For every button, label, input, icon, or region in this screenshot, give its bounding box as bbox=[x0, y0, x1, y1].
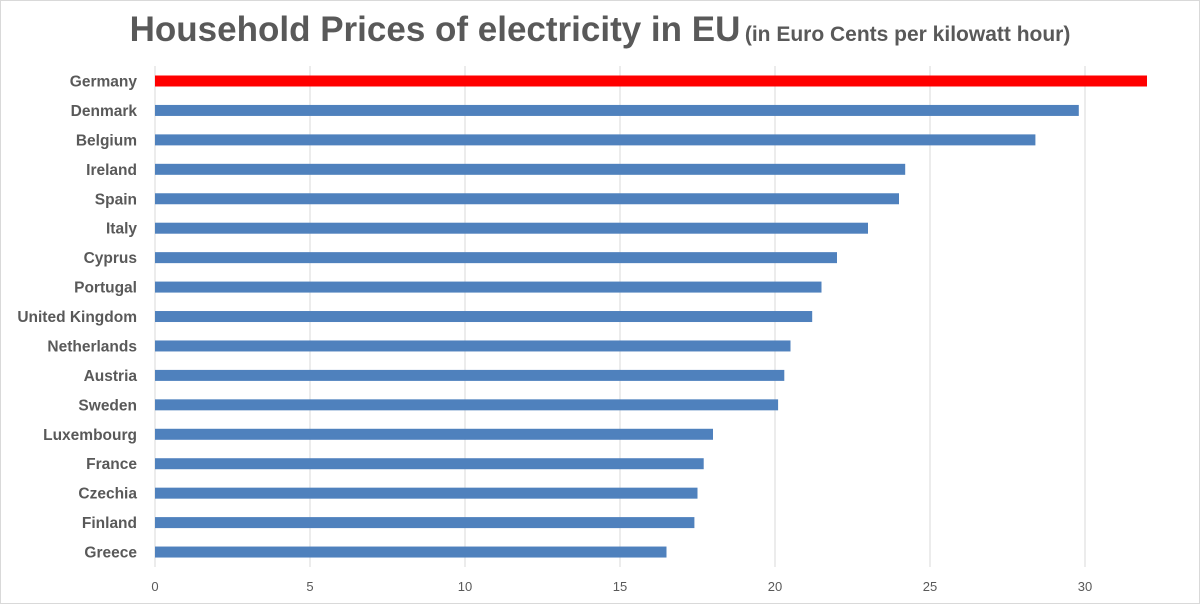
category-label: Cyprus bbox=[84, 250, 137, 267]
chart-subtitle: (in Euro Cents per kilowatt hour) bbox=[744, 23, 1071, 46]
bar-france bbox=[155, 458, 704, 470]
bar-czechia bbox=[155, 487, 698, 499]
category-label: Finland bbox=[82, 515, 137, 532]
category-label: Netherlands bbox=[47, 338, 137, 355]
category-label: Czechia bbox=[78, 486, 137, 503]
bars bbox=[155, 75, 1147, 558]
category-label: Denmark bbox=[71, 103, 138, 120]
category-label: Portugal bbox=[74, 280, 137, 297]
bar-italy bbox=[155, 222, 868, 234]
bar-netherlands bbox=[155, 340, 791, 352]
category-label: Italy bbox=[106, 221, 137, 238]
x-tick-label: 20 bbox=[768, 579, 782, 594]
bar-sweden bbox=[155, 399, 779, 411]
bar-ireland bbox=[155, 163, 906, 175]
bar-austria bbox=[155, 369, 785, 381]
category-label: Luxembourg bbox=[43, 427, 137, 444]
chart-title: Household Prices of electricity in EU (i… bbox=[0, 10, 1200, 50]
x-tick-label: 0 bbox=[151, 579, 158, 594]
x-tick-label: 25 bbox=[923, 579, 937, 594]
bar-united-kingdom bbox=[155, 311, 813, 323]
category-label: Ireland bbox=[86, 162, 137, 179]
x-tick-label: 5 bbox=[306, 579, 313, 594]
bar-cyprus bbox=[155, 252, 837, 264]
category-label: Greece bbox=[84, 545, 137, 562]
category-label: France bbox=[86, 456, 137, 473]
bar-germany bbox=[155, 75, 1147, 87]
bar-portugal bbox=[155, 281, 822, 293]
bar-finland bbox=[155, 517, 695, 529]
category-label: United Kingdom bbox=[17, 309, 137, 326]
bar-greece bbox=[155, 546, 667, 558]
bar-belgium bbox=[155, 134, 1036, 146]
x-tick-labels: 0 5 10 15 20 25 30 bbox=[151, 579, 1092, 594]
bar-luxembourg bbox=[155, 428, 713, 440]
category-labels: Germany Denmark Belgium Ireland Spain Italy Cy… bbox=[17, 74, 137, 562]
bar-denmark bbox=[155, 104, 1079, 116]
category-label: Austria bbox=[84, 368, 138, 385]
x-tick-label: 10 bbox=[458, 579, 472, 594]
category-label: Sweden bbox=[78, 397, 137, 414]
bar-spain bbox=[155, 193, 899, 205]
category-label: Spain bbox=[95, 191, 137, 208]
category-label: Germany bbox=[70, 74, 138, 91]
category-label: Belgium bbox=[76, 132, 137, 149]
x-tick-label: 30 bbox=[1078, 579, 1092, 594]
x-tick-label: 15 bbox=[613, 579, 627, 594]
chart-title-main: Household Prices of electricity in EU bbox=[129, 10, 741, 49]
